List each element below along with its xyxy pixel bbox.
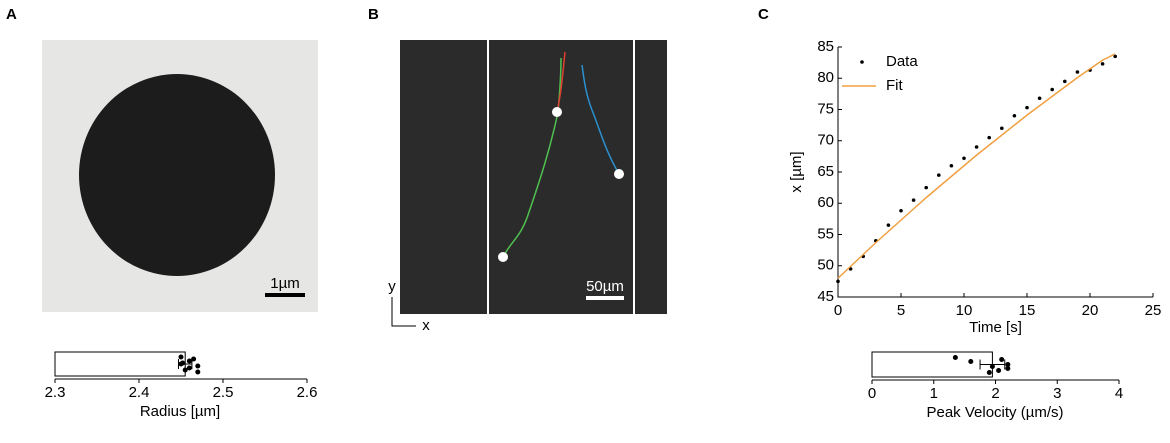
y-tick-label: 50	[817, 257, 834, 274]
x-tick-label: 1	[930, 385, 938, 402]
data-point	[1012, 113, 1017, 118]
x-tick-label: 20	[1082, 302, 1099, 319]
data-point	[1113, 54, 1117, 59]
data-point	[1050, 87, 1054, 92]
legend-marker	[860, 60, 864, 64]
x-tick-label: 0	[868, 385, 876, 402]
y-tick-label: 60	[817, 194, 834, 211]
particle	[552, 107, 562, 117]
x-tick-label: 2.5	[213, 384, 234, 401]
x-tick-label: 15	[1019, 302, 1036, 319]
axis-indicator-label: x	[422, 317, 430, 334]
data-point	[962, 156, 966, 161]
fit-line	[837, 53, 1116, 279]
data-point	[911, 198, 916, 202]
legend-label: Data	[886, 53, 918, 70]
data-point	[1100, 62, 1105, 66]
data-point	[178, 354, 184, 360]
data-point	[924, 185, 928, 190]
track	[556, 51, 566, 113]
x-tick-label: 25	[1145, 302, 1162, 319]
scale-bar	[265, 293, 305, 297]
data-point	[186, 365, 192, 371]
scale-bar-label: 50µm	[586, 278, 624, 295]
data-point	[1005, 366, 1011, 371]
x-axis-label: Radius [µm]	[140, 403, 220, 420]
x-tick-label: 0	[834, 302, 842, 319]
data-point	[999, 357, 1005, 362]
y-tick-label: 55	[817, 225, 834, 242]
data-point	[1063, 79, 1067, 84]
panel-label: B	[368, 6, 379, 23]
data-point	[1075, 70, 1080, 74]
data-point	[195, 369, 201, 375]
y-tick-label: 70	[817, 132, 834, 149]
track	[502, 57, 562, 258]
y-tick-label: 85	[817, 38, 834, 55]
y-axis-label: x [µm]	[788, 151, 805, 192]
panel-label: A	[6, 6, 17, 23]
panel-label: C	[758, 6, 769, 23]
data-point	[899, 208, 903, 213]
data-point	[180, 360, 186, 366]
data-point	[186, 358, 192, 364]
y-tick-label: 65	[817, 163, 834, 180]
x-tick-label: 5	[897, 302, 905, 319]
x-tick-label: 2	[991, 385, 999, 402]
x-tick-label: 2.6	[297, 384, 318, 401]
axis-indicator	[391, 297, 416, 327]
data-point	[952, 355, 958, 360]
data-point	[1037, 96, 1042, 101]
x-tick-label: 4	[1115, 385, 1123, 402]
particle	[79, 74, 275, 276]
y-tick-label: 75	[817, 100, 834, 117]
data-point	[1025, 105, 1029, 110]
data-point	[937, 173, 941, 177]
data-point	[968, 359, 974, 364]
data-point	[191, 356, 197, 362]
bar	[54, 351, 186, 377]
x-tick-label: 3	[1053, 385, 1061, 402]
y-tick-label: 45	[817, 288, 834, 305]
data-point	[989, 364, 995, 369]
y-tick-label: 80	[817, 69, 834, 86]
data-point	[195, 363, 201, 369]
data-point	[974, 145, 979, 149]
particle	[614, 169, 624, 179]
axis-indicator-label: y	[388, 278, 396, 295]
data-point	[1005, 362, 1011, 367]
x-tick-label: 10	[956, 302, 973, 319]
track	[581, 64, 620, 175]
data-point	[986, 370, 992, 375]
scale-bar	[586, 296, 624, 300]
x-tick-label: 2.4	[129, 384, 150, 401]
scale-bar-label: 1µm	[270, 275, 299, 292]
micrograph	[400, 40, 667, 314]
x-axis-label: Peak Velocity (µm/s)	[926, 404, 1063, 421]
data-point	[949, 163, 954, 168]
data-point	[996, 368, 1002, 373]
data-point	[1000, 126, 1004, 131]
x-tick-label: 2.3	[45, 384, 66, 401]
x-axis-label: Time [s]	[969, 319, 1022, 336]
particle	[498, 252, 508, 262]
data-point	[987, 135, 991, 140]
bar	[871, 351, 993, 378]
legend-label: Fit	[886, 77, 903, 94]
data-point	[836, 279, 840, 284]
data-point	[886, 223, 891, 227]
data-point	[182, 367, 188, 373]
